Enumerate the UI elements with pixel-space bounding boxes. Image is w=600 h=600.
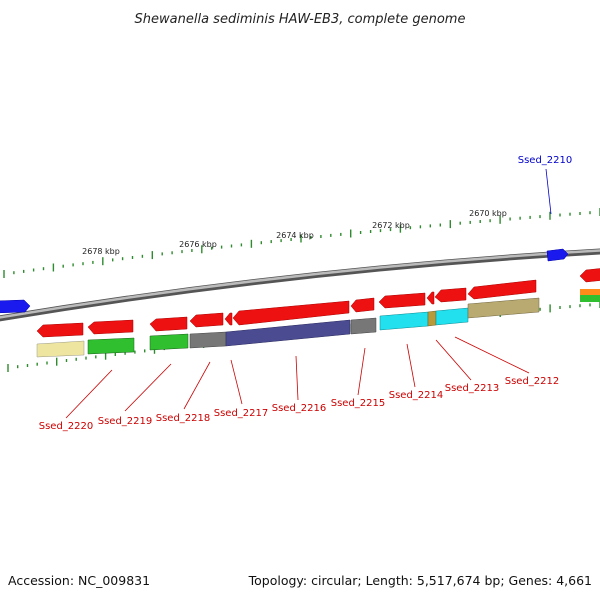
gene-ssed-2214-arrow[interactable] [378,292,426,309]
gene-ssed-2218-arrow[interactable] [149,316,188,332]
domain-ssed-2212 [467,297,540,319]
leader-line-top [545,168,552,215]
domain-ssed-2214 [379,311,429,331]
gene-ssed-2219-arrow[interactable] [87,319,134,335]
gene-label-ssed-2218[interactable]: Ssed_2218 [156,413,211,424]
domain-ssed-2218 [149,333,189,351]
gene-small-arrow-2[interactable] [426,291,435,305]
gene-ssed-2220-arrow[interactable] [36,322,84,338]
outer-tick-row [3,208,600,278]
domain-ssed-2214-b [427,310,437,327]
leader-lines [65,336,530,419]
domain-ssed-2219 [87,337,135,355]
gene-label-ssed-2214[interactable]: Ssed_2214 [389,390,444,401]
gene-ssed-2213-arrow[interactable] [434,287,467,303]
domain-right-green [580,295,600,302]
gene-ssed-2216-arrow[interactable] [232,300,350,326]
gene-ssed-2215-arrow[interactable] [350,297,375,313]
kbp-label-2676: 2676 kbp [179,240,217,249]
gene-label-ssed-2220[interactable]: Ssed_2220 [39,421,94,432]
gene-label-ssed-2213[interactable]: Ssed_2213 [445,383,500,394]
gene-label-ssed-2212[interactable]: Ssed_2212 [505,376,560,387]
gene-ssed-2217-arrow[interactable] [189,312,224,328]
domain-ssed-2220 [36,340,85,358]
gene-label-ssed-2215[interactable]: Ssed_2215 [331,398,386,409]
genome-summary-text: Topology: circular; Length: 5,517,674 bp… [248,573,592,588]
gene-ssed-2210[interactable] [546,248,569,262]
domain-ssed-2217 [189,331,227,349]
gene-label-ssed-2217[interactable]: Ssed_2217 [214,408,269,419]
map-title: Shewanella sediminis HAW-EB3, complete g… [135,12,466,27]
kbp-label-2674: 2674 kbp [276,231,314,240]
gene-label-ssed-2210[interactable]: Ssed_2210 [518,155,573,166]
genome-backbone-highlight [0,249,600,319]
kbp-label-2672: 2672 kbp [372,221,410,230]
gene-label-ssed-2216[interactable]: Ssed_2216 [272,403,327,414]
gene-right-arrow[interactable] [579,268,600,283]
kbp-label-2670: 2670 kbp [469,209,507,218]
kbp-label-2678: 2678 kbp [82,247,120,256]
gene-small-arrow[interactable] [224,312,233,326]
accession-text: Accession: NC_009831 [8,573,150,588]
domain-ssed-2213 [435,307,469,326]
domain-ssed-2215 [350,317,377,335]
domain-right-orange [580,289,600,295]
domain-ssed-2216 [225,319,351,347]
gene-label-ssed-2219[interactable]: Ssed_2219 [98,416,153,427]
gene-left-blue[interactable] [0,299,31,314]
gene-ssed-2212-arrow[interactable] [467,279,537,300]
